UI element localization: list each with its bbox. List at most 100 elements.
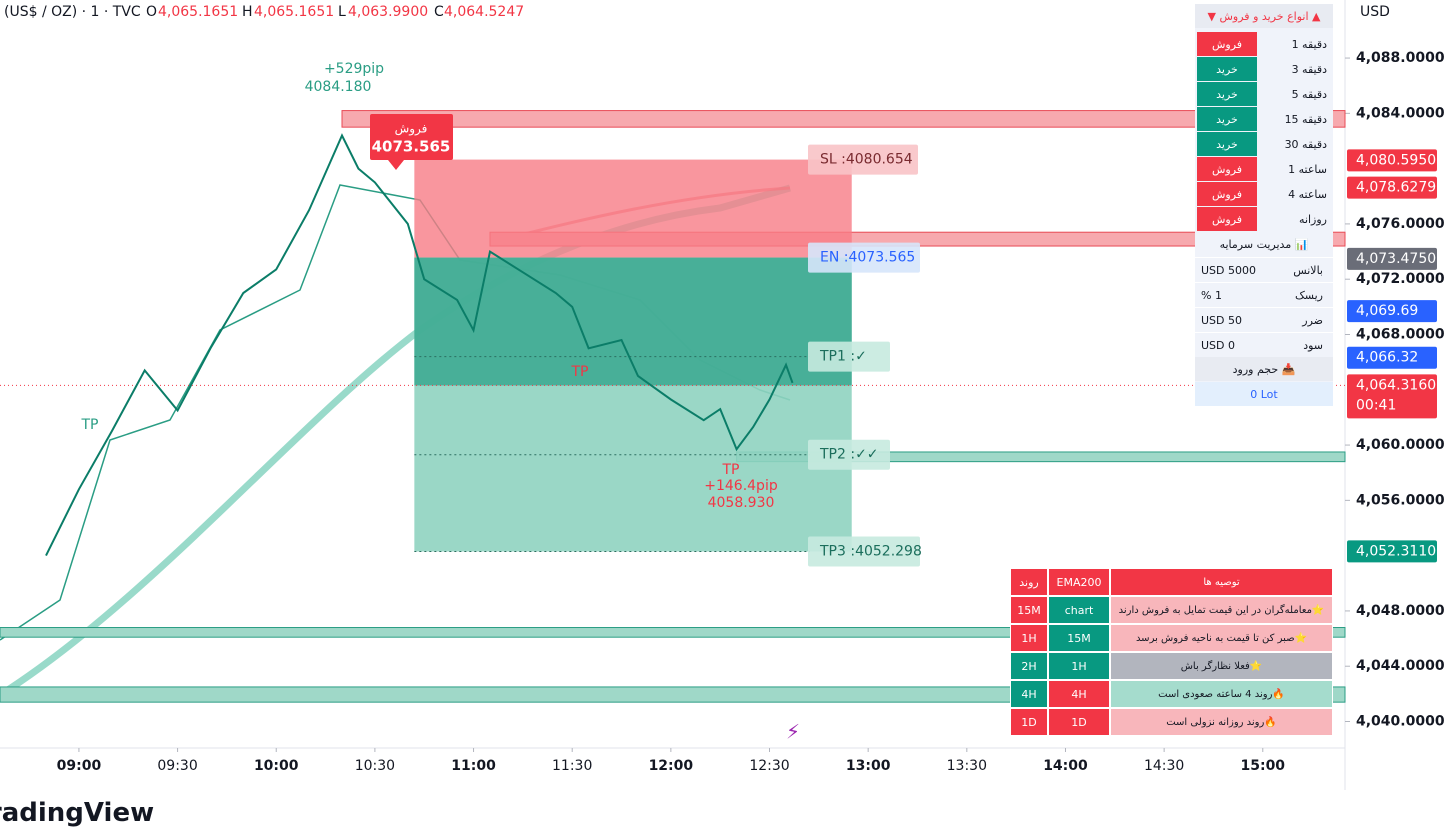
x-tick-label: 09:30 (157, 758, 197, 774)
y-tick-label: 4,040.0000 (1356, 714, 1445, 730)
table-cell: روند (1010, 568, 1048, 596)
zone (0, 686, 1346, 703)
table-cell: 1H (1048, 652, 1110, 680)
table-cell: توصیه ها (1110, 568, 1333, 596)
y-tick-label: 4,056.0000 (1356, 492, 1445, 508)
signal-row: فروش روزانه (1195, 207, 1333, 231)
money-value: USD 50 (1201, 313, 1242, 327)
table-cell: ⭐معامله‌گران در این قیمت تمایل به فروش د… (1110, 596, 1333, 624)
ohlc-key: O (146, 4, 157, 20)
ohlc-value: 4,063.9900 (348, 4, 428, 20)
signal-cell: فروش (1197, 32, 1257, 56)
x-tick-label: 15:00 (1240, 758, 1285, 774)
x-tick-label: 12:30 (749, 758, 789, 774)
money-label: ریسک (1294, 288, 1323, 302)
timeframe: ساعته 4 (1288, 187, 1327, 201)
table-cell: 🔥روند روزانه نزولی است (1110, 708, 1333, 736)
price-label: 4,073.4750 (1356, 251, 1436, 267)
level-label: TP2 :✓✓ (819, 447, 879, 463)
table-cell: EMA200 (1048, 568, 1110, 596)
price-label-box (1347, 374, 1437, 419)
timeframe: دقیقه 1 (1291, 37, 1327, 51)
table-cell: chart (1048, 596, 1110, 624)
signal-row: فروش دقیقه 1 (1195, 32, 1333, 56)
price-label: 4,066.32 (1356, 350, 1418, 366)
signal-row: فروش ساعته 1 (1195, 157, 1333, 181)
x-tick-label: 10:30 (355, 758, 395, 774)
panel-title: ▲ انواع خرید و فروش ▼ (1195, 4, 1333, 28)
y-tick-label: 4,088.0000 (1356, 50, 1445, 66)
price-label: 4,064.3160 (1356, 377, 1436, 393)
signal-row: فروش ساعته 4 (1195, 182, 1333, 206)
money-label: سود (1303, 338, 1323, 352)
x-tick-label: 11:00 (451, 758, 496, 774)
timeframe: ساعته 1 (1288, 162, 1327, 176)
level-box (808, 341, 890, 372)
recommendation-table: روند EMA200 توصیه ها 15M chart ⭐معامله‌گران د… (1010, 568, 1333, 736)
callout-pointer (388, 160, 404, 170)
level-label: EN :4073.565 (820, 250, 915, 266)
timeframe: روزانه (1299, 212, 1327, 226)
x-tick-label: 11:30 (552, 758, 592, 774)
annotation: 4073.565 (372, 138, 451, 156)
money-label: بالانس (1293, 263, 1323, 277)
ohlc-value: 4,065.1651 (158, 4, 238, 20)
price-label: 4,069.69 (1356, 303, 1418, 319)
table-cell: ⭐صبر کن تا قیمت به ناحیه فروش برسد (1110, 624, 1333, 652)
timeframe: دقیقه 15 (1284, 112, 1327, 126)
table-cell: 2H (1010, 652, 1048, 680)
x-tick-label: 14:00 (1043, 758, 1088, 774)
stop-zone (414, 159, 852, 258)
signal-cell: خرید (1197, 107, 1257, 131)
money-value: USD 0 (1201, 338, 1235, 352)
signal-cell: خرید (1197, 57, 1257, 81)
ohlc-key: H (242, 4, 253, 20)
signal-cell: خرید (1197, 82, 1257, 106)
table-cell: 15M (1048, 624, 1110, 652)
table-cell: 1D (1048, 708, 1110, 736)
price-label-box (1347, 247, 1437, 270)
money-title: 📊 مدیریت سرمایه (1219, 237, 1309, 251)
money-label: ضرر (1302, 313, 1323, 327)
ohlc-key: L (338, 4, 346, 20)
price-line (45, 133, 794, 557)
annotation: فروش (395, 122, 428, 137)
currency: USD (1360, 4, 1390, 20)
annotation: +146.4pip (704, 478, 778, 494)
header-row: روند EMA200 توصیه ها (1010, 568, 1333, 596)
timeframe: دقیقه 5 (1291, 87, 1327, 101)
signal-panel: ▲ انواع خرید و فروش ▼ فروش دقیقه 1 خرید دقیق… (1195, 4, 1333, 406)
level-box (808, 242, 920, 273)
level-label: TP3 :4052.298 (819, 544, 922, 560)
level-box (808, 536, 920, 567)
ohlc-value: 4,064.5247 (444, 4, 524, 20)
annotation: TP (81, 417, 99, 433)
signal-cell: خرید (1197, 132, 1257, 156)
table-row: 4H 4H 🔥روند 4 ساعته صعودی است (1010, 680, 1333, 708)
annotation: 4058.930 (708, 495, 775, 511)
price-label-box (1347, 149, 1437, 172)
ohlc-value: 4,065.1651 (254, 4, 334, 20)
table-row: 15M chart ⭐معامله‌گران در این قیمت تمایل ب… (1010, 596, 1333, 624)
ohlc: O 4,065.1651 H 4,065.1651 L 4,063.9900 C 4,064.… (146, 4, 524, 20)
timeframe: دقیقه 30 (1284, 137, 1327, 151)
table-cell: 4H (1010, 680, 1048, 708)
annotation: TP (571, 364, 589, 380)
level-box (808, 439, 890, 470)
signal-cell: فروش (1197, 182, 1257, 206)
level-label: SL :4080.654 (820, 152, 913, 168)
price-label: 4,080.5950 (1356, 152, 1436, 168)
lightning-icon: ⚡ (786, 720, 800, 744)
price-label-box (1347, 300, 1437, 323)
countdown: 00:41 (1356, 397, 1396, 413)
money-value: USD 5000 (1201, 263, 1256, 277)
table-cell: 4H (1048, 680, 1110, 708)
volume-title: 📥 حجم ورود (1195, 357, 1333, 381)
annotation: TP (722, 462, 740, 478)
signal-row: خرید دقیقه 15 (1195, 107, 1333, 131)
zone (341, 110, 1346, 128)
y-tick-label: 4,060.0000 (1356, 437, 1445, 453)
ohlc-key: C (434, 4, 444, 20)
price-label: 4,052.3110 (1356, 543, 1436, 559)
sell-callout (370, 114, 453, 160)
